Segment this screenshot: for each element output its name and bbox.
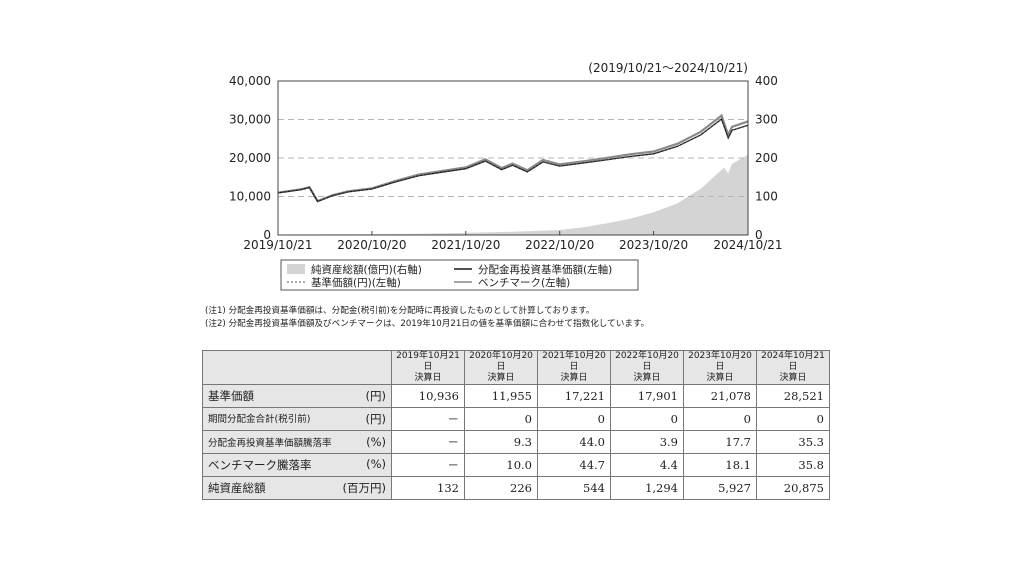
row-unit: (円) xyxy=(365,389,386,403)
y-right-tick-label: 100 xyxy=(755,190,778,204)
table-cell: 5,927 xyxy=(683,476,757,500)
table-cell: 17,901 xyxy=(610,384,684,408)
table-corner-cell xyxy=(202,350,392,385)
x-tick-label: 2023/10/20 xyxy=(619,238,688,252)
row-unit: (%) xyxy=(366,457,386,471)
row-label: 分配金再投資基準価額騰落率 (%) xyxy=(202,430,392,454)
legend-label: 分配金再投資基準価額(左軸) xyxy=(478,263,612,276)
col-header-2021: 2021年10月20日 決算日 xyxy=(537,350,611,385)
footnote-2: (注2) 分配金再投資基準価額及びベンチマークは、2019年10月21日の値を基… xyxy=(205,319,650,329)
col-header-2019: 2019年10月21日 決算日 xyxy=(391,350,465,385)
plot-area xyxy=(277,113,749,235)
table-cell: 11,955 xyxy=(464,384,538,408)
table-cell: 44.0 xyxy=(537,430,611,454)
table-cell: 0 xyxy=(683,407,757,431)
table-cell: 0 xyxy=(756,407,830,431)
y-right-tick-label: 300 xyxy=(755,113,778,127)
table-cell: 10.0 xyxy=(464,453,538,477)
row-label-text: 期間分配金合計(税引前) xyxy=(208,414,311,425)
row-distribution: 期間分配金合計(税引前) (円) － 0 0 0 0 0 xyxy=(202,407,830,431)
x-tick-label: 2020/10/20 xyxy=(337,238,406,252)
table-body: 基準価額 (円) 10,936 11,955 17,221 17,901 21,078 28,… xyxy=(202,384,830,500)
table-cell: 10,936 xyxy=(391,384,465,408)
table-cell: 9.3 xyxy=(464,430,538,454)
legend-label: ベンチマーク(左軸) xyxy=(478,276,570,289)
table-cell: 0 xyxy=(610,407,684,431)
legend-swatch-area xyxy=(287,264,305,274)
footnotes: (注1) 分配金再投資基準価額は、分配金(税引前)を分配時に再投資したものとして… xyxy=(205,305,649,331)
plot-frame xyxy=(277,80,749,236)
table-cell: 20,875 xyxy=(756,476,830,500)
table-cell: 44.7 xyxy=(537,453,611,477)
table-cell: － xyxy=(391,453,465,477)
performance-table: 2019年10月21日 決算日 2020年10月20日 決算日 2021年10月20… xyxy=(202,350,830,500)
table-cell: 132 xyxy=(391,476,465,500)
table-cell: － xyxy=(391,430,465,454)
y-left-tick-label: 30,000 xyxy=(229,113,271,127)
table-cell: 28,521 xyxy=(756,384,830,408)
y-left-tick-label: 10,000 xyxy=(229,190,271,204)
legend-label: 純資産総額(億円)(右軸) xyxy=(311,263,422,276)
col-header-2020: 2020年10月20日 決算日 xyxy=(464,350,538,385)
table-cell: 21,078 xyxy=(683,384,757,408)
table-cell: 544 xyxy=(537,476,611,500)
legend-label: 基準価額(円)(左軸) xyxy=(311,276,401,289)
legend-box xyxy=(280,259,639,291)
row-nav: 基準価額 (円) 10,936 11,955 17,221 17,901 21,078 28,… xyxy=(202,384,830,408)
y-right-tick-label: 0 xyxy=(755,228,763,242)
x-tick-label: 2021/10/20 xyxy=(431,238,500,252)
row-label-text: ベンチマーク騰落率 xyxy=(208,458,312,472)
table-cell: 0 xyxy=(537,407,611,431)
series-line xyxy=(277,118,749,202)
col-header-2023: 2023年10月20日 決算日 xyxy=(683,350,757,385)
col-header-2022: 2022年10月20日 決算日 xyxy=(610,350,684,385)
table-cell: 18.1 xyxy=(683,453,757,477)
row-unit: (百万円) xyxy=(342,481,386,495)
table-cell: 0 xyxy=(464,407,538,431)
row-net-assets: 純資産総額 (百万円) 132 226 544 1,294 5,927 20,875 xyxy=(202,476,830,500)
row-label-text: 基準価額 xyxy=(208,389,254,403)
table-cell: 17,221 xyxy=(537,384,611,408)
table-cell: 17.7 xyxy=(683,430,757,454)
table-cell: 1,294 xyxy=(610,476,684,500)
table-header-row: 2019年10月21日 決算日 2020年10月20日 決算日 2021年10月20… xyxy=(202,350,830,385)
y-left-tick-label: 40,000 xyxy=(229,74,271,88)
row-label: 純資産総額 (百万円) xyxy=(202,476,392,500)
axes: 0 10,000 20,000 30,000 40,000 0 100 200 300 400 20… xyxy=(229,74,783,252)
table-cell: 226 xyxy=(464,476,538,500)
series-line xyxy=(277,118,749,203)
legend: 純資産総額(億円)(右軸) 分配金再投資基準価額(左軸) 基準価額(円)(左軸) ベン… xyxy=(280,259,639,291)
y-left-tick-label: 0 xyxy=(263,228,271,242)
row-label-text: 分配金再投資基準価額騰落率 xyxy=(208,438,332,449)
x-tick-label: 2019/10/21 xyxy=(243,238,312,252)
table-cell: 35.8 xyxy=(756,453,830,477)
y-left-tick-label: 20,000 xyxy=(229,151,271,165)
footnote-1: (注1) 分配金再投資基準価額は、分配金(税引前)を分配時に再投資したものとして… xyxy=(205,306,595,316)
row-label: ベンチマーク騰落率 (%) xyxy=(202,453,392,477)
x-tick-label: 2024/10/21 xyxy=(713,238,782,252)
series-area-net-assets xyxy=(278,154,748,235)
table-cell: 4.4 xyxy=(610,453,684,477)
row-label: 期間分配金合計(税引前) (円) xyxy=(202,407,392,431)
row-benchmark-change: ベンチマーク騰落率 (%) － 10.0 44.7 4.4 18.1 35.8 xyxy=(202,453,830,477)
table-cell: 35.3 xyxy=(756,430,830,454)
x-tick-label: 2022/10/20 xyxy=(525,238,594,252)
row-unit: (円) xyxy=(365,412,386,426)
row-reinvested-change: 分配金再投資基準価額騰落率 (%) － 9.3 44.0 3.9 17.7 35.3 xyxy=(202,430,830,454)
y-right-tick-label: 400 xyxy=(755,74,778,88)
table-cell: － xyxy=(391,407,465,431)
y-right-tick-label: 200 xyxy=(755,151,778,165)
row-label-text: 純資産総額 xyxy=(208,481,266,495)
date-range-label: (2019/10/21～2024/10/21) xyxy=(588,61,748,75)
col-header-2024: 2024年10月21日 決算日 xyxy=(756,350,830,385)
row-label: 基準価額 (円) xyxy=(202,384,392,408)
performance-chart: 0 10,000 20,000 30,000 40,000 0 100 200 300 400 20… xyxy=(229,61,783,291)
table-cell: 3.9 xyxy=(610,430,684,454)
row-unit: (%) xyxy=(366,435,386,449)
